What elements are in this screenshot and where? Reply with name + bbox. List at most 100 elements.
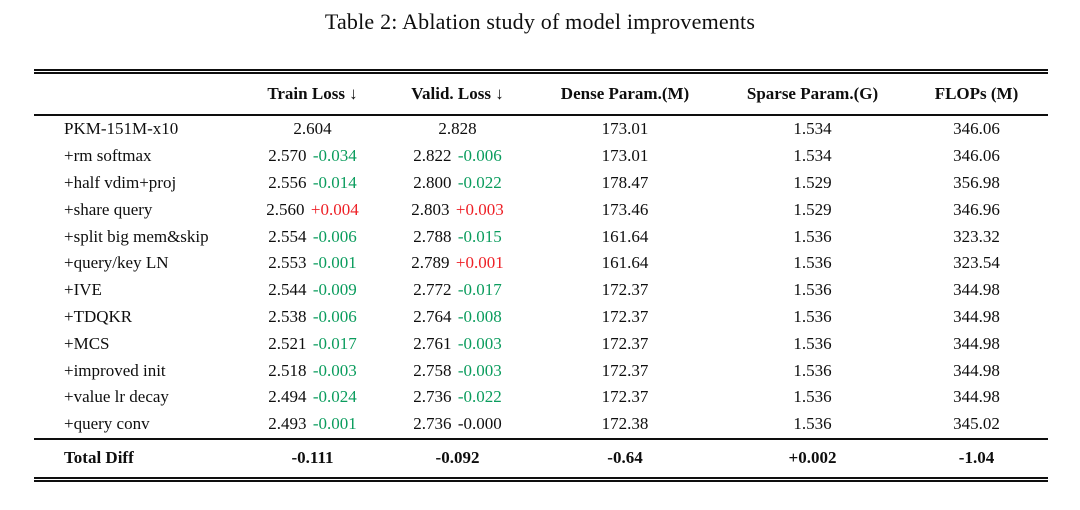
row-flops: 344.98 — [953, 360, 1000, 380]
valid-loss-value: 2.788 — [413, 226, 452, 246]
row-valid-loss: 2.828 — [385, 115, 530, 143]
row-dense-param: 172.38 — [601, 414, 649, 434]
row-train-loss: 2.494 -0.024 — [240, 384, 385, 411]
row-sparse-param: 1.536 — [793, 360, 832, 380]
footer-sparse-diff: +0.002 — [720, 437, 905, 480]
valid-loss-value: 2.736 — [413, 387, 452, 407]
row-dense-param: 161.64 — [601, 226, 649, 246]
row-dense-param: 172.37 — [601, 333, 649, 353]
valid-loss-diff: -0.015 — [457, 226, 502, 246]
row-valid-loss: 2.764 -0.008 — [385, 304, 530, 331]
valid-loss-diff: -0.022 — [457, 172, 502, 192]
train-loss-diff: -0.006 — [312, 226, 357, 246]
table-row: PKM-151M-x10 2.604 2.828 173.01 1.534 34… — [34, 115, 1048, 143]
row-sparse-param: 1.536 — [793, 306, 832, 326]
train-loss-diff: -0.014 — [312, 172, 357, 192]
row-dense-param: 172.37 — [601, 387, 649, 407]
train-loss-diff: -0.001 — [312, 414, 357, 434]
row-valid-loss: 2.761 -0.003 — [385, 330, 530, 357]
row-valid-loss: 2.803 +0.003 — [385, 196, 530, 223]
row-dense-param: 172.37 — [601, 280, 649, 300]
row-method: +share query — [64, 199, 153, 219]
valid-loss-value: 2.736 — [413, 414, 452, 434]
row-dense-param: 172.37 — [601, 360, 649, 380]
header-row: Train Loss ↓ Valid. Loss ↓ Dense Param.(… — [34, 71, 1048, 116]
row-sparse-param: 1.536 — [793, 226, 832, 246]
row-dense-param: 178.47 — [601, 172, 649, 192]
total-diff-row: Total Diff -0.111 -0.092 -0.64 +0.002 -1… — [34, 437, 1048, 480]
footer-train-diff: -0.111 — [240, 437, 385, 480]
row-flops: 344.98 — [953, 387, 1000, 407]
train-loss-diff: -0.009 — [312, 280, 357, 300]
valid-loss-value: 2.822 — [413, 146, 452, 166]
row-flops: 344.98 — [953, 280, 1000, 300]
footer-label: Total Diff — [34, 437, 240, 480]
table-row: +MCS 2.521 -0.017 2.761 -0.003 172.37 1.53… — [34, 330, 1048, 357]
row-train-loss: 2.570 -0.034 — [240, 143, 385, 170]
row-dense-param: 161.64 — [601, 253, 649, 273]
row-sparse-param: 1.536 — [793, 333, 832, 353]
table-row: +share query 2.560 +0.004 2.803 +0.003 173… — [34, 196, 1048, 223]
header-train-loss: Train Loss ↓ — [240, 71, 385, 116]
row-method: +query conv — [64, 414, 150, 434]
valid-loss-value: 2.800 — [413, 172, 452, 192]
ablation-table: Train Loss ↓ Valid. Loss ↓ Dense Param.(… — [34, 69, 1048, 482]
row-flops: 346.96 — [953, 199, 1000, 219]
row-dense-param: 172.37 — [601, 306, 649, 326]
row-train-loss: 2.521 -0.017 — [240, 330, 385, 357]
valid-loss-diff: -0.006 — [457, 146, 502, 166]
row-train-loss: 2.556 -0.014 — [240, 170, 385, 197]
table-row: +query/key LN 2.553 -0.001 2.789 +0.001 16… — [34, 250, 1048, 277]
train-loss-diff: -0.024 — [312, 387, 357, 407]
row-flops: 345.02 — [953, 414, 1000, 434]
valid-loss-value: 2.828 — [438, 119, 477, 139]
valid-loss-value: 2.761 — [413, 333, 452, 353]
footer-dense-diff: -0.64 — [530, 437, 720, 480]
row-train-loss: 2.493 -0.001 — [240, 411, 385, 439]
train-loss-value: 2.544 — [268, 280, 307, 300]
valid-loss-value: 2.758 — [413, 360, 452, 380]
train-loss-diff: -0.003 — [312, 360, 357, 380]
row-flops: 346.06 — [953, 146, 1000, 166]
row-method: +IVE — [64, 280, 102, 300]
row-valid-loss: 2.758 -0.003 — [385, 357, 530, 384]
row-valid-loss: 2.788 -0.015 — [385, 223, 530, 250]
valid-loss-diff: -0.000 — [457, 414, 502, 434]
train-loss-value: 2.604 — [293, 119, 332, 139]
header-flops: FLOPs (M) — [905, 71, 1048, 116]
row-flops: 344.98 — [953, 306, 1000, 326]
row-valid-loss: 2.789 +0.001 — [385, 250, 530, 277]
row-method: +split big mem&skip — [64, 226, 209, 246]
train-loss-value: 2.560 — [266, 199, 305, 219]
valid-loss-value: 2.803 — [411, 199, 450, 219]
valid-loss-value: 2.789 — [411, 253, 450, 273]
row-method: +rm softmax — [64, 146, 152, 166]
row-valid-loss: 2.736 -0.000 — [385, 411, 530, 439]
row-train-loss: 2.560 +0.004 — [240, 196, 385, 223]
table-body: PKM-151M-x10 2.604 2.828 173.01 1.534 34… — [34, 115, 1048, 439]
train-loss-value: 2.556 — [268, 172, 307, 192]
footer-flops-diff: -1.04 — [905, 437, 1048, 480]
row-valid-loss: 2.800 -0.022 — [385, 170, 530, 197]
row-flops: 356.98 — [953, 172, 1000, 192]
table-footer: Total Diff -0.111 -0.092 -0.64 +0.002 -1… — [34, 437, 1048, 480]
row-train-loss: 2.518 -0.003 — [240, 357, 385, 384]
valid-loss-diff: -0.003 — [457, 360, 502, 380]
train-loss-diff: -0.001 — [312, 253, 357, 273]
row-sparse-param: 1.529 — [793, 172, 832, 192]
row-flops: 323.32 — [953, 226, 1000, 246]
train-loss-value: 2.554 — [268, 226, 307, 246]
row-dense-param: 173.46 — [601, 199, 649, 219]
row-valid-loss: 2.736 -0.022 — [385, 384, 530, 411]
valid-loss-diff: -0.008 — [457, 306, 502, 326]
row-method: +improved init — [64, 360, 166, 380]
train-loss-value: 2.494 — [268, 387, 307, 407]
row-flops: 346.06 — [953, 119, 1000, 139]
train-loss-value: 2.538 — [268, 306, 307, 326]
train-loss-diff: -0.017 — [312, 333, 357, 353]
valid-loss-value: 2.764 — [413, 306, 452, 326]
train-loss-value: 2.553 — [268, 253, 307, 273]
row-train-loss: 2.604 — [240, 115, 385, 143]
row-valid-loss: 2.772 -0.017 — [385, 277, 530, 304]
